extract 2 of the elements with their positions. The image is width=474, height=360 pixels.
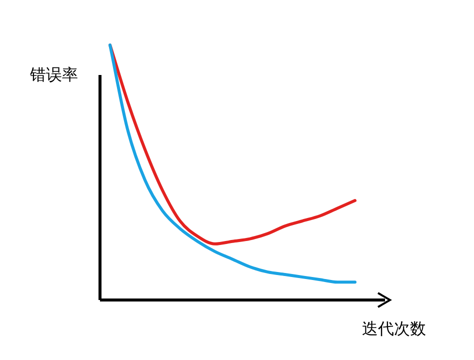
x-axis-title: 迭代次数 [362,319,426,338]
y-axis-title: 错误率 [29,65,78,84]
